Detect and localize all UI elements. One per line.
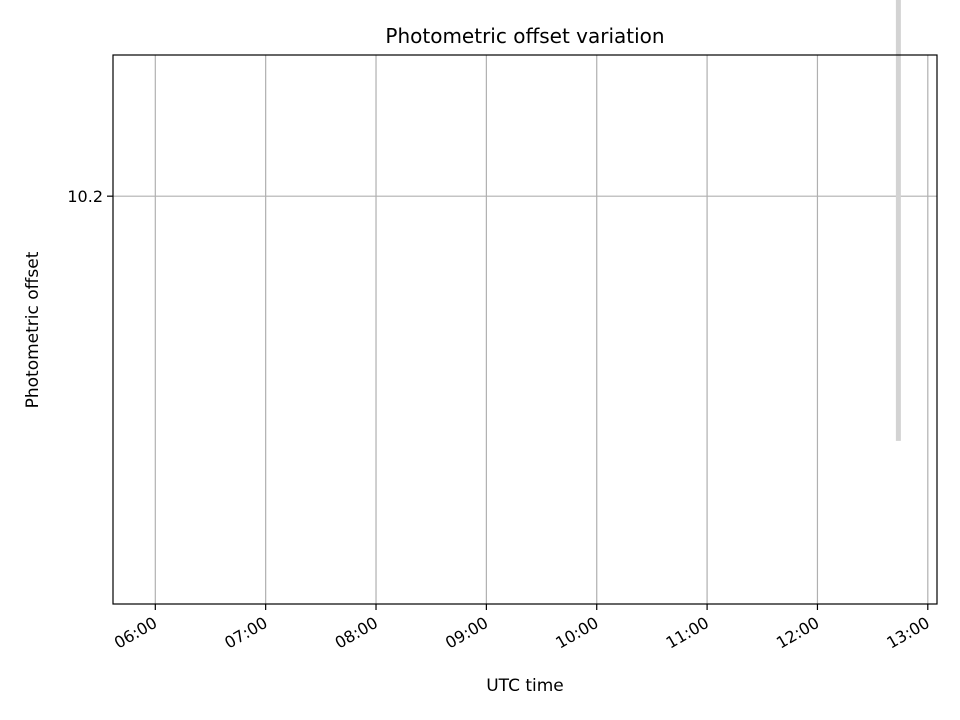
grid-lines	[113, 55, 937, 604]
plot-frame	[112, 54, 938, 605]
chart-title: Photometric offset variation	[385, 24, 664, 48]
error-bars	[895, 0, 901, 441]
y-axis-title: Photometric offset	[23, 251, 43, 408]
y-tick-label: 10.2	[67, 187, 103, 206]
y-axis-ticks: 10.210.410.610.811.011.2	[67, 187, 113, 206]
x-axis-title: UTC time	[486, 676, 564, 696]
